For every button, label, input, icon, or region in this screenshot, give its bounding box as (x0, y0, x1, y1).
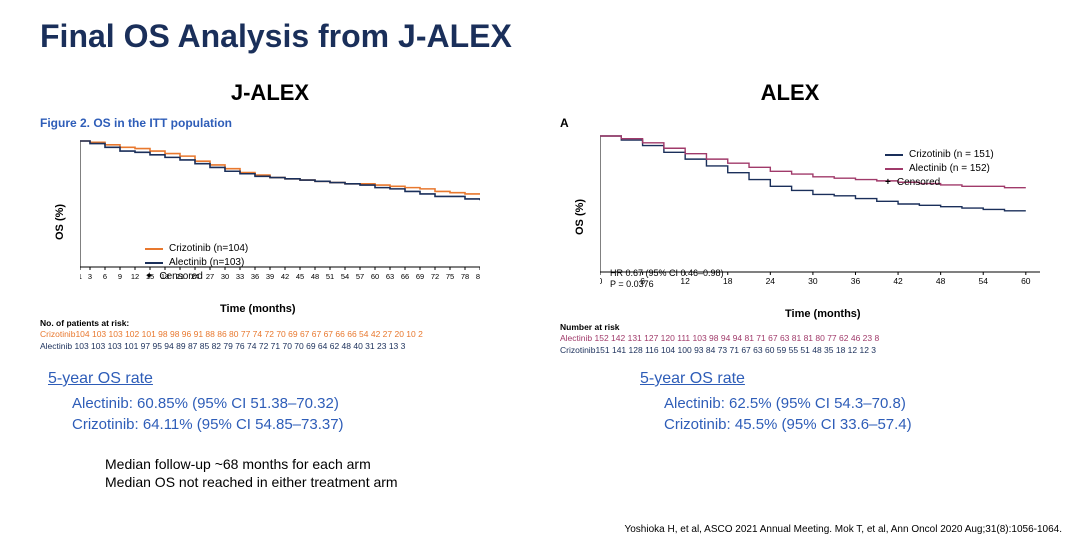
risk-row-alectinib: Alectinib 103 103 103 101 97 95 94 89 87… (40, 341, 423, 352)
left-risk-table: No. of patients at risk:Crizotinib104 10… (40, 318, 423, 352)
svg-text:45: 45 (296, 272, 304, 281)
right-x-axis-label: Time (months) (785, 308, 861, 320)
svg-text:60: 60 (1021, 276, 1031, 286)
right-panel-label: A (560, 116, 569, 130)
svg-text:54: 54 (978, 276, 988, 286)
chart-svg: 1369121518212427303336394245485154576063… (80, 135, 480, 285)
left-km-chart: 1369121518212427303336394245485154576063… (80, 135, 480, 285)
svg-text:36: 36 (251, 272, 259, 281)
svg-text:51: 51 (326, 272, 334, 281)
legend-label: Alectinib (n=103) (169, 256, 244, 270)
legend-item-crizotinib: Crizotinib (n = 151) (885, 148, 994, 162)
svg-text:6: 6 (103, 272, 107, 281)
left-y-axis-label: OS (%) (54, 204, 66, 240)
legend-swatch (145, 248, 163, 250)
os-rate-line: Crizotinib: 45.5% (95% CI 33.6–57.4) (664, 414, 912, 435)
km-curve-crizotinib (80, 141, 480, 194)
censor-marker-icon: ✦ (145, 270, 153, 284)
legend-item-alectinib: Alectinib (n=103) (145, 256, 248, 270)
slide-title: Final OS Analysis from J-ALEX (40, 18, 512, 55)
svg-text:9: 9 (118, 272, 122, 281)
svg-text:54: 54 (341, 272, 349, 281)
right-risk-table: Number at riskAlectinib 152 142 131 127 … (560, 322, 879, 356)
km-curve-alectinib (80, 141, 480, 200)
legend-label: Censored (897, 176, 940, 190)
svg-text:0: 0 (600, 276, 603, 286)
legend-swatch (885, 154, 903, 156)
legend-label: Censored (159, 270, 202, 284)
legend-item-censored: + Censored (885, 176, 994, 190)
legend-swatch (145, 262, 163, 264)
svg-text:81: 81 (476, 272, 480, 281)
citation: Yoshioka H, et al, ASCO 2021 Annual Meet… (624, 524, 1062, 535)
legend-label: Alectinib (n = 152) (909, 162, 990, 176)
svg-text:78: 78 (461, 272, 469, 281)
legend-label: Crizotinib (n=104) (169, 242, 248, 256)
os-rate-line: Crizotinib: 64.11% (95% CI 54.85–73.37) (72, 414, 344, 435)
left-x-axis-label: Time (months) (220, 303, 296, 315)
right-legend: Crizotinib (n = 151)Alectinib (n = 152)+… (885, 148, 994, 190)
risk-header: Number at risk (560, 322, 879, 333)
svg-text:48: 48 (936, 276, 946, 286)
svg-text:1: 1 (80, 272, 82, 281)
left-col-title: J-ALEX (40, 80, 500, 106)
svg-text:57: 57 (356, 272, 364, 281)
svg-text:63: 63 (386, 272, 394, 281)
svg-text:30: 30 (808, 276, 818, 286)
os-rate-line: Alectinib: 60.85% (95% CI 51.38–70.32) (72, 393, 344, 414)
svg-text:12: 12 (131, 272, 139, 281)
svg-text:24: 24 (766, 276, 776, 286)
svg-text:18: 18 (723, 276, 733, 286)
svg-text:72: 72 (431, 272, 439, 281)
risk-row-crizotinib: Crizotinib104 103 103 102 101 98 98 96 9… (40, 329, 423, 340)
followup-line: Median OS not reached in either treatmen… (105, 473, 398, 491)
right-os-rate-header: 5-year OS rate (640, 370, 745, 388)
svg-text:42: 42 (281, 272, 289, 281)
right-os-rate-lines: Alectinib: 62.5% (95% CI 54.3–70.8)Crizo… (664, 393, 912, 435)
svg-text:36: 36 (851, 276, 861, 286)
right-hr-stat: HR 0.67 (95% CI 0.46–0.98) P = 0.0376 (610, 268, 724, 290)
risk-header: No. of patients at risk: (40, 318, 423, 329)
left-fig-title: Figure 2. OS in the ITT population (40, 116, 232, 130)
svg-text:69: 69 (416, 272, 424, 281)
legend-item-crizotinib: Crizotinib (n=104) (145, 242, 248, 256)
svg-text:39: 39 (266, 272, 274, 281)
svg-text:3: 3 (88, 272, 92, 281)
legend-item-alectinib: Alectinib (n = 152) (885, 162, 994, 176)
censor-marker-icon: + (885, 176, 891, 190)
risk-row-crizotinib: Crizotinib151 141 128 116 104 100 93 84 … (560, 345, 879, 356)
risk-row-alectinib: Alectinib 152 142 131 127 120 111 103 98… (560, 333, 879, 344)
svg-text:48: 48 (311, 272, 319, 281)
svg-text:66: 66 (401, 272, 409, 281)
left-legend: Crizotinib (n=104)Alectinib (n=103) ✦ Cens… (145, 242, 248, 284)
legend-label: Crizotinib (n = 151) (909, 148, 994, 162)
svg-text:75: 75 (446, 272, 454, 281)
left-os-rate-header: 5-year OS rate (48, 370, 153, 388)
left-os-rate-lines: Alectinib: 60.85% (95% CI 51.38–70.32)Cr… (72, 393, 344, 435)
svg-text:60: 60 (371, 272, 379, 281)
left-followup: Median follow-up ~68 months for each arm… (105, 455, 398, 491)
right-col-title: ALEX (560, 80, 1020, 106)
followup-line: Median follow-up ~68 months for each arm (105, 455, 398, 473)
legend-item-censored: ✦ Censored (145, 270, 248, 284)
right-y-axis-label: OS (%) (574, 199, 586, 235)
legend-swatch (885, 168, 903, 170)
os-rate-line: Alectinib: 62.5% (95% CI 54.3–70.8) (664, 393, 912, 414)
svg-text:42: 42 (893, 276, 903, 286)
